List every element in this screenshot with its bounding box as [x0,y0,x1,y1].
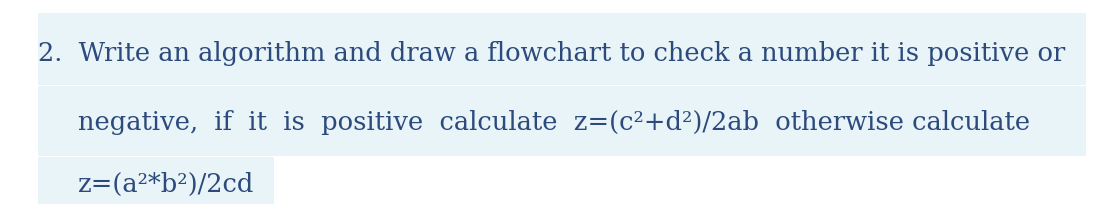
Text: 2.  Write an algorithm and draw a flowchart to check a number it is positive or: 2. Write an algorithm and draw a flowcha… [38,40,1066,66]
Bar [38,86,1086,156]
Bar [38,157,274,204]
Text: z=(a²*b²)/2cd: z=(a²*b²)/2cd [78,172,254,197]
Bar [38,13,1086,85]
Text: negative,  if  it  is  positive  calculate  z=(c²+d²)/2ab  otherwise calculate: negative, if it is positive calculate z=… [78,110,1029,135]
